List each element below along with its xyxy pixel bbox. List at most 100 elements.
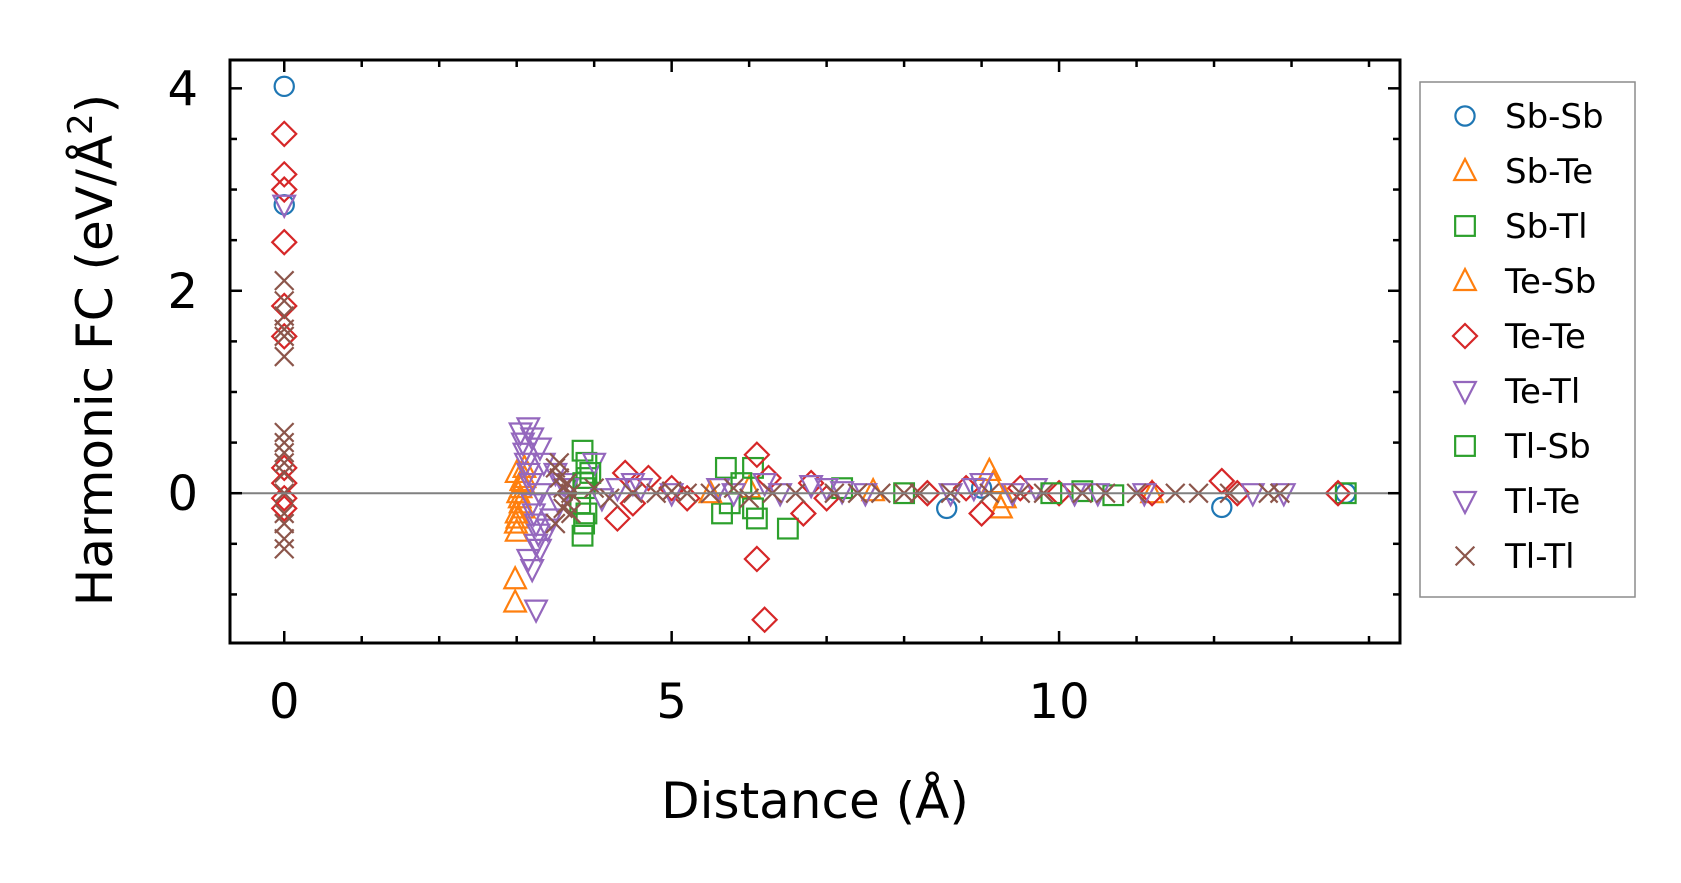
point-sb-te [507,483,533,509]
point-tl-tl [549,452,570,473]
point-te-te [789,499,817,528]
point-te-tl [527,437,553,463]
point-te-te [751,606,779,634]
legend-item-tl-tl: Tl-Tl [1454,537,1575,577]
legend: Sb-Sb Sb-Te Sb-Tl Te-Sb Te-Te Te-Tl Tl-Sb Tl-Te… [1419,81,1636,598]
point-sb-tl [571,439,594,462]
x-tick-label: 0 [269,674,300,730]
data-points [270,75,1357,634]
point-tl-tl [274,513,295,534]
point-te-sb [992,483,1018,509]
point-te-te [270,292,298,320]
legend-marker-tl-te [1452,490,1478,516]
legend-label-tl-sb: Tl-Sb [1504,427,1591,467]
point-sb-tl [1071,480,1094,503]
point-te-te [1324,479,1352,507]
point-te-te [743,545,771,573]
legend-label-te-tl: Te-Tl [1504,372,1580,412]
series-te-te [270,120,1352,634]
point-tl-tl [274,319,295,340]
legend-item-sb-tl: Sb-Tl [1454,207,1588,247]
point-sb-tl [742,456,764,479]
legend-item-te-tl: Te-Tl [1452,372,1580,412]
plot-frame [228,58,1402,645]
series-tl-tl [274,270,1291,560]
point-te-tl [968,472,995,498]
point-tl-tl [274,422,295,443]
point-tl-tl [274,528,295,549]
legend-marker-sb-sb [1454,105,1476,127]
point-sb-sb [273,75,295,98]
point-tl-te [527,483,553,508]
point-tl-sb [575,502,598,525]
y-tick-label: 0 [167,466,198,522]
y-axis-label: Harmonic FC (eV/Å2) [61,94,124,606]
legend-label-te-te: Te-Te [1504,317,1586,357]
legend-item-sb-te: Sb-Te [1452,152,1593,192]
legend-marker-tl-sb [1454,435,1476,457]
legend-label-te-sb: Te-Sb [1504,262,1596,302]
series-te-tl [271,194,1297,559]
legend-item-sb-sb: Sb-Sb [1454,97,1604,137]
point-te-tl [535,518,561,544]
legend-item-tl-te: Tl-Te [1452,482,1580,522]
legend-item-te-te: Te-Te [1451,317,1586,357]
point-tl-tl [274,452,295,473]
point-te-tl [620,472,646,498]
point-te-te [270,228,298,256]
point-tl-sb [742,497,764,520]
point-te-sb [697,478,723,504]
point-sb-tl [714,456,737,479]
point-te-te [270,160,298,188]
point-te-te [1138,479,1166,507]
axis-tick-labels: 0 5 10 0 2 4 [167,61,1089,730]
legend-label-sb-sb: Sb-Sb [1505,97,1604,137]
point-te-te [270,484,298,512]
legend-marker-te-te [1451,322,1479,350]
point-sb-tl [571,524,594,547]
point-tl-tl [274,290,295,312]
point-te-te [270,454,298,482]
point-te-te [603,504,631,533]
point-te-te [270,322,298,350]
point-te-te [270,494,298,522]
x-axis-label: Distance (Å) [661,772,969,830]
point-tl-te [519,559,545,584]
point-te-tl [271,194,297,220]
point-te-tl [798,475,824,500]
point-tl-tl [274,432,295,453]
point-te-te [270,120,298,148]
point-te-te [673,484,701,512]
legend-marker-te-sb [1452,266,1478,292]
legend-marker-sb-te [1452,156,1478,182]
point-sb-te [504,517,530,542]
point-tl-tl [599,488,620,509]
point-tl-te [523,599,549,625]
legend-marker-te-tl [1452,380,1478,406]
point-sb-te [502,564,528,590]
legend-label-tl-te: Tl-Te [1504,482,1580,522]
point-tl-tl [584,478,605,499]
point-te-tl [1240,483,1266,508]
point-te-te [913,479,941,507]
point-te-te [270,175,298,204]
point-tl-tl [274,326,295,347]
point-tl-tl [274,270,295,291]
legend-item-te-sb: Te-Sb [1452,262,1596,302]
point-sb-te [502,588,528,613]
point-sb-sb [1211,496,1233,519]
point-sb-tl [776,517,799,540]
point-tl-te [961,478,987,503]
point-tl-tl [723,478,744,499]
point-tl-te [525,523,551,549]
point-tl-tl [739,488,760,509]
point-tl-tl [274,503,295,524]
x-tick-label: 10 [1029,674,1090,730]
legend-label-tl-tl: Tl-Tl [1504,537,1575,577]
point-tl-tl [274,346,295,367]
point-tl-te [659,483,685,508]
point-tl-tl [274,442,295,463]
axis-ticks [230,60,1400,643]
point-tl-tl [274,462,295,484]
